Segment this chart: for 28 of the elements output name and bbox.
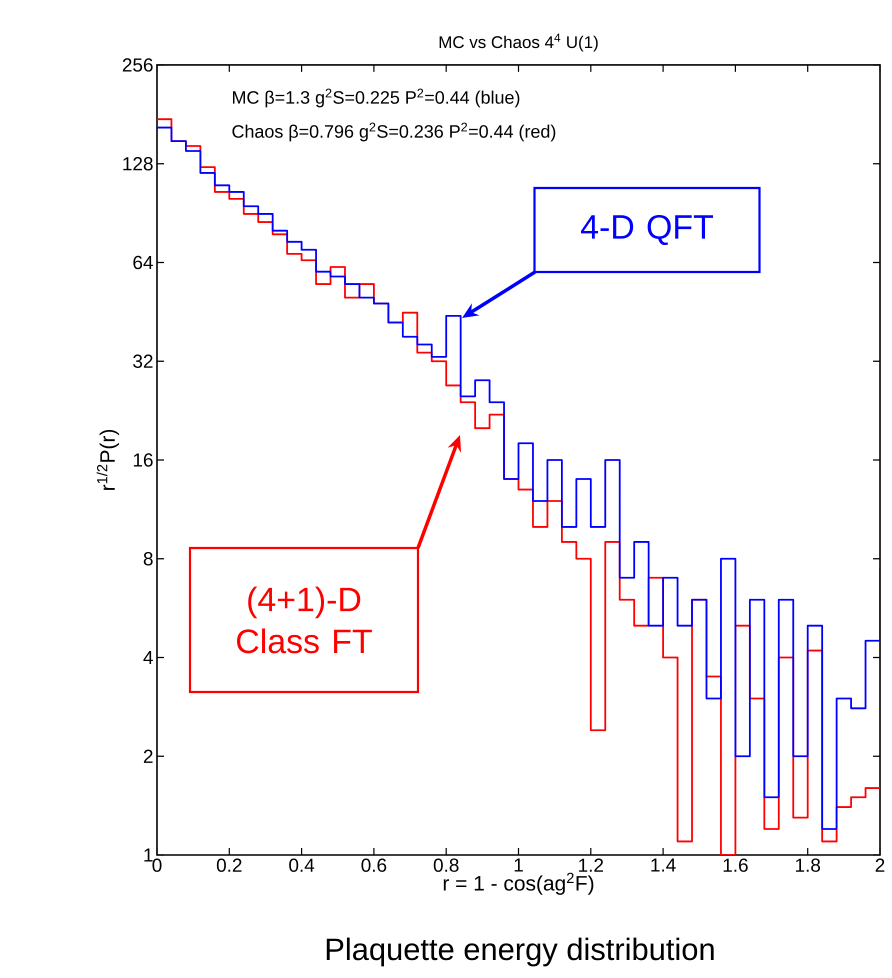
y-axis-title: r$^{1/2}$P(r)	[96, 430, 120, 490]
y-tick-label: 64	[133, 256, 153, 270]
annotation: MC β=1.3 g$^{2}$S=0.225 P$^{2}$=0.44 (blue)	[232, 88, 520, 108]
x-tick-label: 0.8	[434, 858, 459, 872]
text: Plaquette energy distribution	[326, 938, 714, 966]
annotation: 4-D QFT	[580, 214, 714, 246]
x-tick-label: 0.2	[216, 858, 242, 872]
annotation: (4+1)-D Class FT	[237, 586, 372, 654]
y-tick-label: 2	[144, 750, 153, 763]
x-axis-title: r = 1 - cos(ag$^{2}$F)	[444, 872, 594, 895]
x-tick-label: 1.2	[579, 858, 604, 872]
x-tick-label: 0	[152, 858, 162, 872]
annotation: Chaos β=0.796 g$^{2}$S=0.236 P$^{2}$=0.44 (red)	[232, 122, 556, 142]
chart-title: MC vs Chaos 4$^{4}$ U(1)	[440, 34, 598, 52]
y-tick-label: 32	[133, 354, 153, 368]
y-tick-label: 4	[143, 650, 153, 664]
y-tick-label: 1	[144, 848, 153, 862]
x-tick-label: 0.6	[361, 858, 386, 872]
x-tick-label: 0.4	[289, 858, 314, 872]
x-tick-label: 1.4	[651, 858, 676, 872]
x-tick-label: 1	[514, 858, 523, 872]
x-tick-label: 1.8	[796, 858, 820, 872]
y-tick-label: 16	[134, 453, 153, 467]
y-tick-label: 256	[122, 58, 153, 72]
x-tick-label: 2	[876, 858, 884, 872]
x-tick-label: 1.6	[724, 858, 748, 872]
y-tick-label: 8	[144, 552, 153, 566]
y-tick-label: 128	[123, 157, 153, 170]
